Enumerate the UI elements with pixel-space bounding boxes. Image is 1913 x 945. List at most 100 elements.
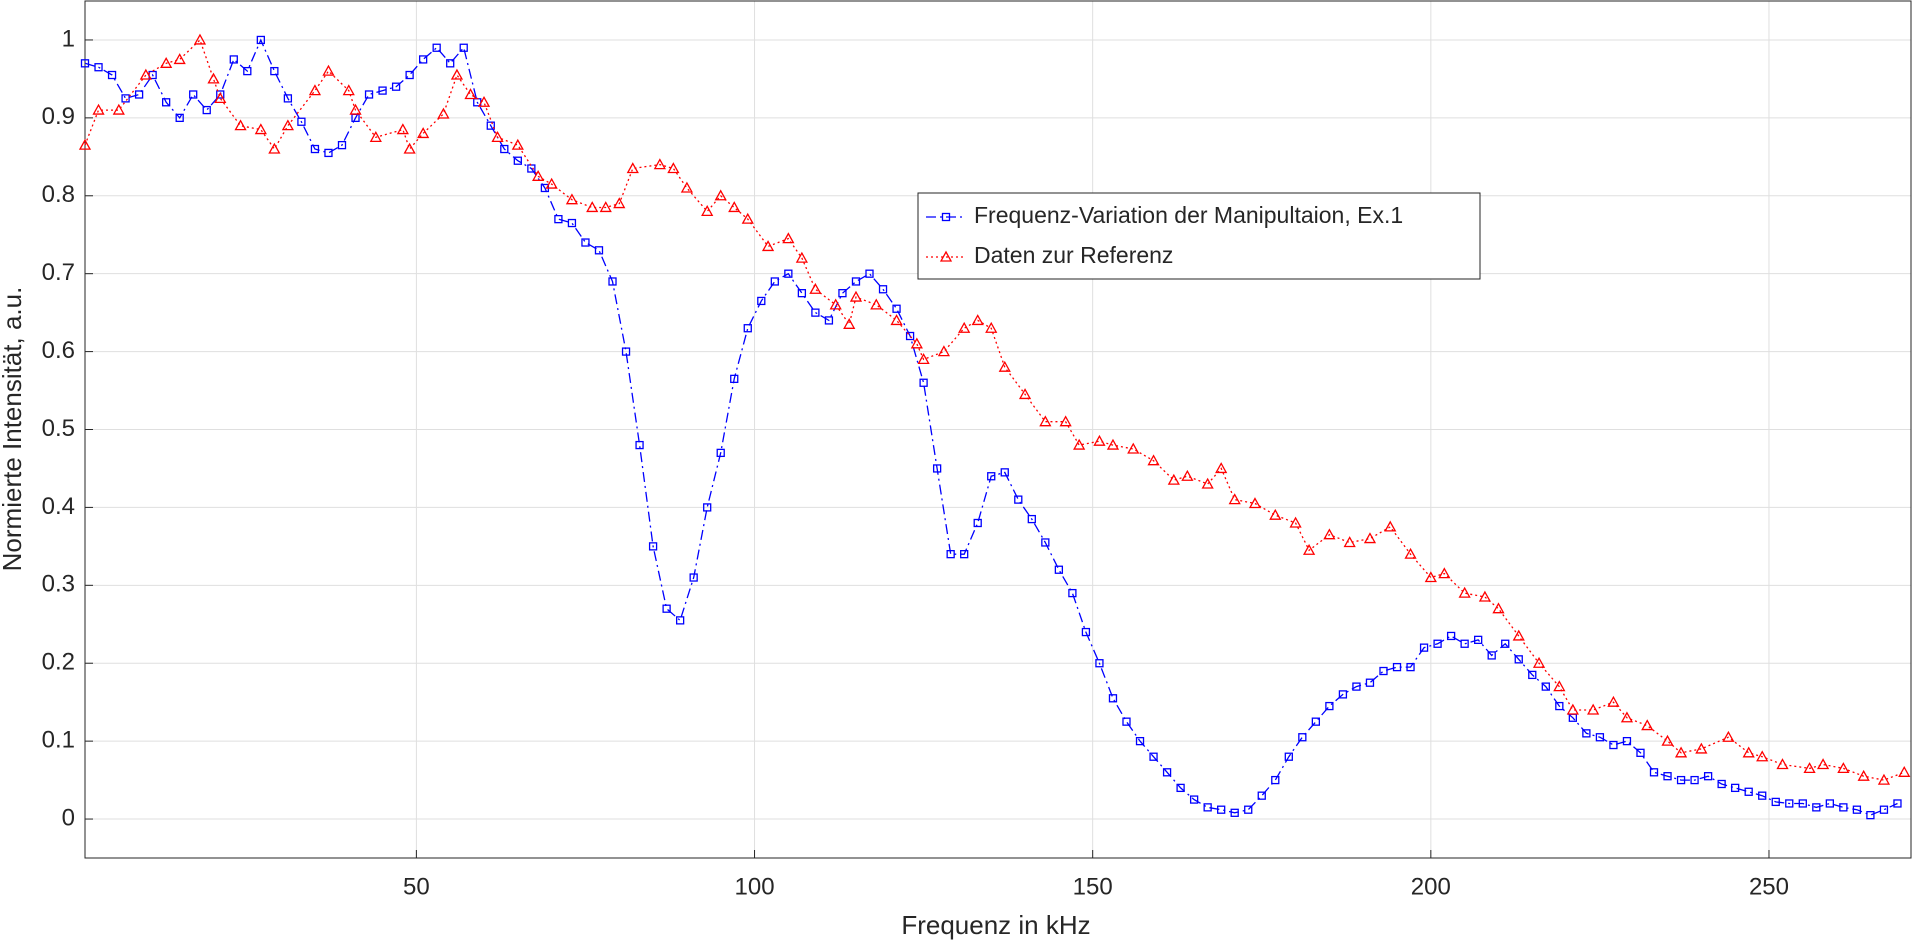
marker xyxy=(1717,779,1726,789)
marker xyxy=(1147,454,1160,466)
marker xyxy=(1093,434,1106,446)
marker xyxy=(1742,746,1755,758)
marker xyxy=(973,518,982,528)
marker xyxy=(1898,765,1911,777)
marker xyxy=(281,119,294,131)
marker xyxy=(1839,803,1848,812)
marker xyxy=(173,53,186,65)
marker xyxy=(107,70,117,80)
marker xyxy=(946,550,955,559)
marker xyxy=(838,289,847,298)
marker xyxy=(1866,811,1875,820)
marker xyxy=(337,140,347,150)
marker xyxy=(1607,695,1620,707)
marker xyxy=(1803,762,1816,774)
marker xyxy=(437,107,450,119)
marker xyxy=(1785,799,1794,808)
marker xyxy=(910,337,923,349)
marker xyxy=(1217,805,1226,814)
marker xyxy=(1201,477,1214,489)
marker xyxy=(310,144,320,154)
marker xyxy=(459,43,468,52)
marker xyxy=(743,324,752,333)
marker xyxy=(932,464,942,473)
marker xyxy=(1248,497,1262,509)
marker xyxy=(162,98,171,107)
marker xyxy=(998,360,1011,372)
marker xyxy=(1302,543,1316,555)
y-tick-label: 0.7 xyxy=(42,259,75,286)
marker xyxy=(1595,733,1605,742)
marker xyxy=(1269,508,1282,520)
marker xyxy=(1852,805,1862,814)
marker xyxy=(391,82,401,91)
marker xyxy=(703,503,712,512)
marker xyxy=(626,162,639,174)
marker xyxy=(1501,639,1510,648)
marker xyxy=(1081,627,1091,637)
marker xyxy=(667,162,680,174)
marker xyxy=(849,290,863,302)
marker xyxy=(207,72,220,84)
marker xyxy=(94,63,103,72)
marker xyxy=(500,144,509,154)
marker xyxy=(1176,783,1185,793)
marker xyxy=(1271,775,1280,785)
y-tick-label: 0.4 xyxy=(42,493,75,520)
marker xyxy=(1189,795,1199,804)
marker xyxy=(1323,528,1336,540)
marker xyxy=(1384,520,1397,532)
marker xyxy=(890,314,903,326)
marker xyxy=(1744,787,1753,796)
marker xyxy=(491,131,504,142)
marker xyxy=(1458,586,1471,598)
marker xyxy=(865,269,874,278)
series-line xyxy=(84,38,1898,816)
y-tick-label: 1 xyxy=(62,25,75,52)
marker xyxy=(486,121,495,130)
y-tick-label: 0.9 xyxy=(42,103,75,130)
marker xyxy=(621,347,631,356)
marker xyxy=(594,246,604,255)
legend-label: Daten zur Referenz xyxy=(974,242,1173,268)
marker xyxy=(701,205,714,217)
marker xyxy=(1776,758,1789,770)
plot-frame xyxy=(84,0,1912,859)
marker xyxy=(1816,758,1830,770)
marker xyxy=(216,90,225,99)
marker xyxy=(324,148,333,158)
marker xyxy=(1162,768,1172,777)
marker xyxy=(511,138,524,150)
marker xyxy=(121,94,130,103)
marker xyxy=(1528,670,1537,680)
marker xyxy=(1722,730,1735,742)
marker xyxy=(1406,662,1415,672)
marker xyxy=(403,142,416,154)
marker xyxy=(139,68,152,80)
marker xyxy=(1438,567,1451,579)
marker xyxy=(1338,690,1348,699)
marker xyxy=(1758,791,1767,800)
marker xyxy=(229,55,238,64)
marker xyxy=(716,448,725,458)
marker xyxy=(532,169,545,181)
marker xyxy=(450,68,464,80)
marker xyxy=(1620,711,1634,723)
marker xyxy=(1587,703,1600,715)
marker xyxy=(477,95,491,107)
marker xyxy=(1298,733,1307,742)
marker xyxy=(545,177,558,189)
marker xyxy=(1325,701,1334,711)
marker xyxy=(851,277,861,286)
marker xyxy=(378,86,387,95)
marker xyxy=(1636,748,1645,757)
marker xyxy=(761,240,775,252)
marker xyxy=(1068,588,1077,598)
marker xyxy=(1756,750,1769,762)
marker xyxy=(905,331,915,341)
marker xyxy=(728,201,741,213)
marker xyxy=(680,181,694,193)
marker xyxy=(987,472,996,481)
x-tick-label: 100 xyxy=(735,873,775,900)
marker xyxy=(1893,799,1902,808)
